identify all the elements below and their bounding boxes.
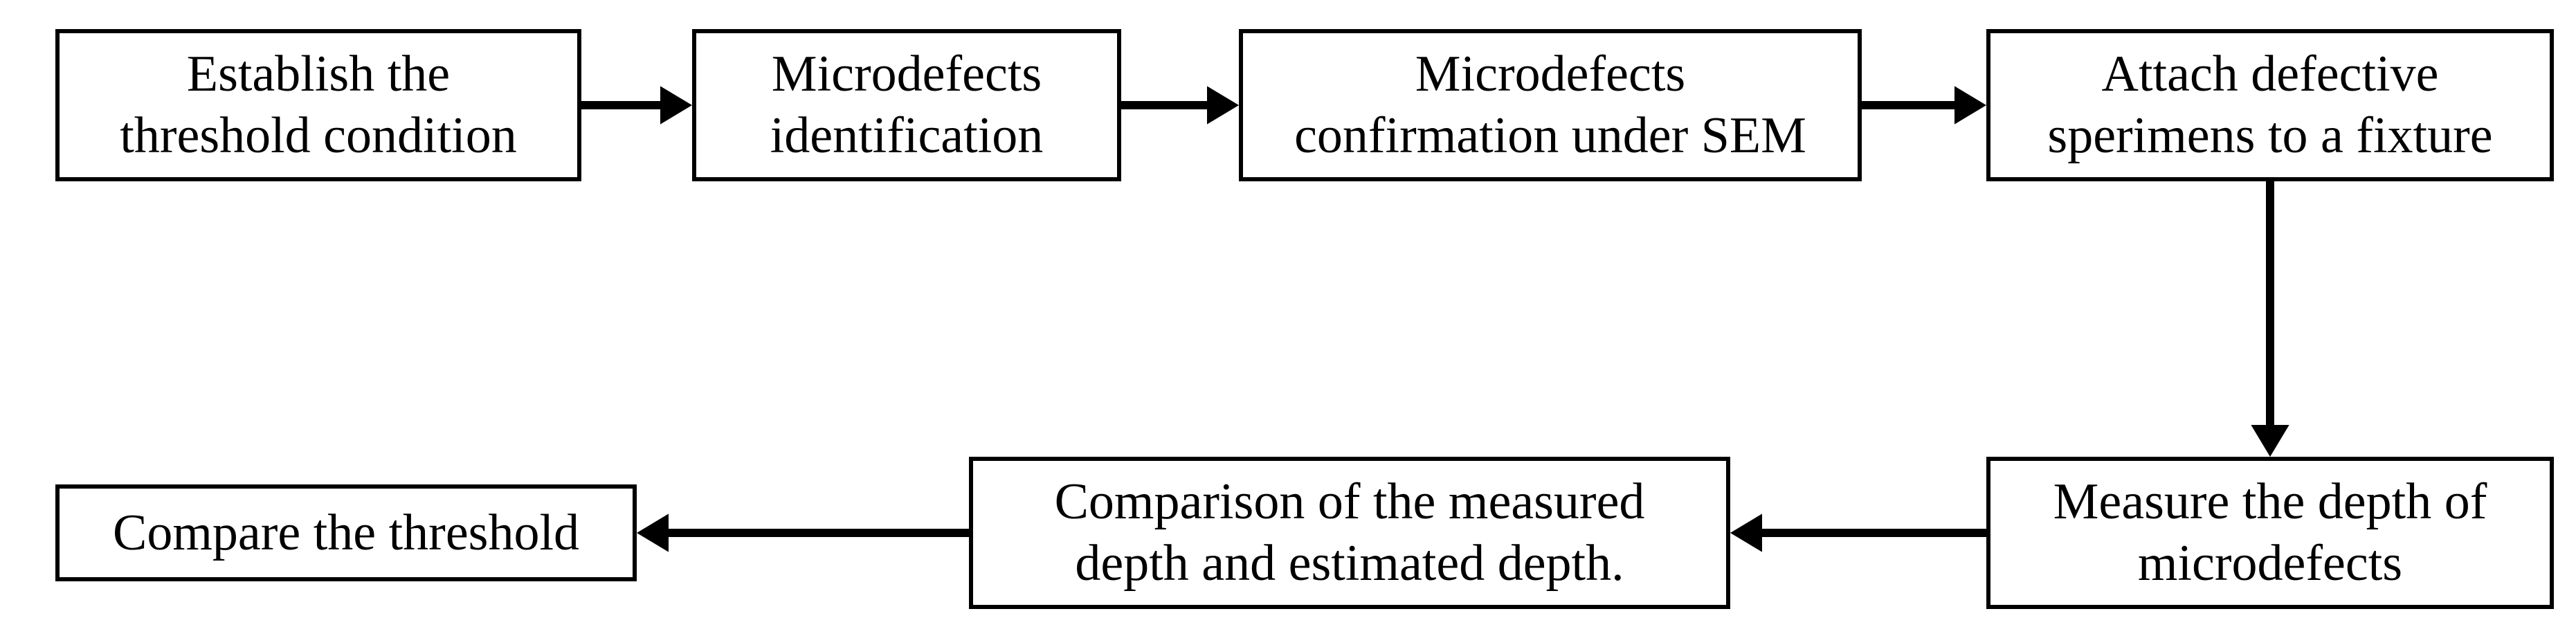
flow-node-label: Establish the threshold condition [120, 44, 516, 167]
arrowhead-icon [2251, 425, 2289, 457]
flow-node-label: Comparison of the measured depth and est… [1055, 471, 1645, 594]
flow-node-n1: Establish the threshold condition [55, 29, 581, 181]
arrowhead-icon [1730, 514, 1762, 552]
flow-node-n4: Attach defective sperimens to a fixture [1986, 29, 2554, 181]
flow-node-n2: Microdefects identification [692, 29, 1121, 181]
flow-node-n7: Compare the threshold [55, 484, 637, 581]
flow-node-n5: Measure the depth of microdefects [1986, 457, 2554, 609]
flow-node-label: Measure the depth of microdefects [2053, 471, 2487, 594]
arrowhead-icon [660, 86, 692, 124]
flow-node-n3: Microdefects confirmation under SEM [1239, 29, 1862, 181]
arrowhead-icon [1954, 86, 1986, 124]
flow-node-label: Microdefects confirmation under SEM [1294, 44, 1806, 167]
flow-node-n6: Comparison of the measured depth and est… [969, 457, 1730, 609]
arrowhead-icon [1207, 86, 1239, 124]
arrowhead-icon [637, 514, 669, 552]
flow-node-label: Attach defective sperimens to a fixture [2047, 44, 2492, 167]
flow-node-label: Microdefects identification [770, 44, 1044, 167]
flow-node-label: Compare the threshold [113, 502, 579, 564]
